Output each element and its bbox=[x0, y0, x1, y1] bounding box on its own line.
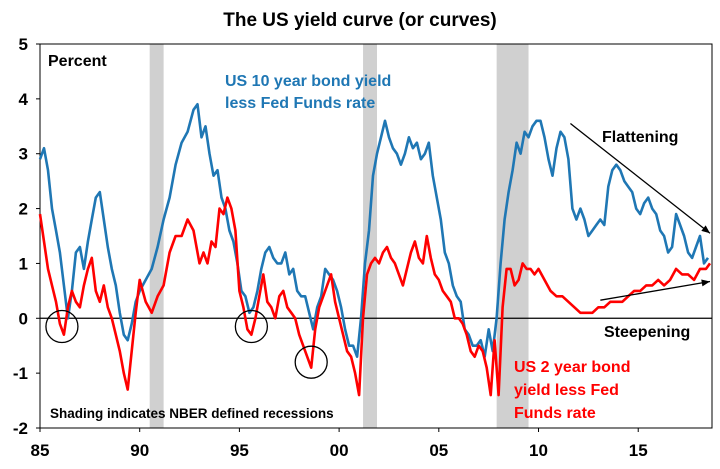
flattening-arrow bbox=[570, 123, 711, 234]
x-tick-label: 00 bbox=[330, 441, 349, 460]
x-tick-label: 85 bbox=[31, 441, 50, 460]
series-2yr-less-fed-funds bbox=[38, 196, 712, 397]
y-tick-label: 4 bbox=[19, 90, 29, 109]
recession-note: Shading indicates NBER defined recession… bbox=[50, 406, 334, 421]
y-tick-label: 1 bbox=[19, 254, 28, 273]
y-tick-label: -2 bbox=[13, 419, 28, 438]
flattening-label: Flattening bbox=[602, 129, 678, 146]
steepening-arrow bbox=[600, 279, 711, 301]
x-tick-label: 95 bbox=[230, 441, 249, 460]
series-10yr-less-fed-funds bbox=[38, 103, 710, 358]
y-axis-label: Percent bbox=[48, 53, 107, 70]
x-axis-ticks: 85 90 95 00 05 10 15 bbox=[31, 428, 648, 460]
x-tick-label: 10 bbox=[529, 441, 548, 460]
y-tick-label: 2 bbox=[19, 200, 28, 219]
red-series-label-line1: US 2 year bond bbox=[514, 359, 630, 376]
arrow-layer bbox=[570, 123, 711, 301]
x-tick-label: 90 bbox=[130, 441, 149, 460]
inversion-circle-2 bbox=[234, 309, 269, 344]
x-tick-label: 05 bbox=[429, 441, 448, 460]
inversion-circle-3 bbox=[294, 345, 328, 379]
red-series-label-line3: Funds rate bbox=[514, 405, 596, 422]
recession-band-2 bbox=[363, 44, 377, 428]
recession-bands bbox=[149, 44, 529, 428]
y-tick-label: 3 bbox=[19, 145, 28, 164]
y-tick-label: -1 bbox=[13, 364, 28, 383]
circle-layer bbox=[45, 309, 328, 379]
y-tick-label: 5 bbox=[19, 35, 28, 54]
y-tick-label: 0 bbox=[19, 309, 28, 328]
x-tick-label: 15 bbox=[629, 441, 648, 460]
blue-series-label-line2: less Fed Funds rate bbox=[225, 95, 375, 112]
steepening-label: Steepening bbox=[604, 324, 690, 341]
inversion-circle-1 bbox=[45, 309, 79, 344]
blue-series-label-line1: US 10 year bond yield bbox=[225, 73, 391, 90]
red-series-label-line2: yield less Fed bbox=[514, 382, 619, 399]
plot-frame bbox=[39, 43, 713, 429]
chart-title: The US yield curve (or curves) bbox=[223, 10, 497, 31]
series-layer bbox=[38, 103, 712, 397]
recession-band-1 bbox=[149, 44, 164, 428]
y-axis-ticks: 5 4 3 2 1 0 -1 -2 bbox=[13, 35, 40, 438]
